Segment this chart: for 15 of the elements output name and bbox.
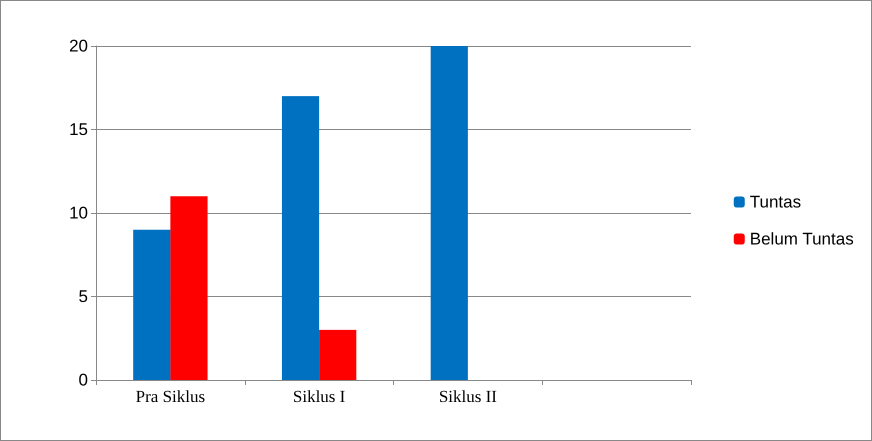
- y-tick-label: 15: [69, 120, 88, 139]
- bar: [170, 196, 208, 380]
- y-tick-label: 10: [69, 204, 88, 222]
- legend-label: Belum Tuntas: [750, 230, 854, 248]
- legend-label: Tuntas: [750, 192, 802, 212]
- bar: [133, 230, 170, 380]
- x-tick-label: Siklus I: [292, 387, 346, 406]
- y-tick-label: 20: [69, 36, 88, 56]
- y-tick-label: 0: [78, 370, 88, 390]
- x-tick-label: Siklus II: [438, 387, 498, 406]
- y-tick-label: 5: [78, 287, 88, 306]
- bar: [282, 96, 320, 380]
- bar: [430, 46, 468, 380]
- bar: [319, 330, 356, 380]
- x-tick-label: Pra Siklus: [136, 387, 206, 406]
